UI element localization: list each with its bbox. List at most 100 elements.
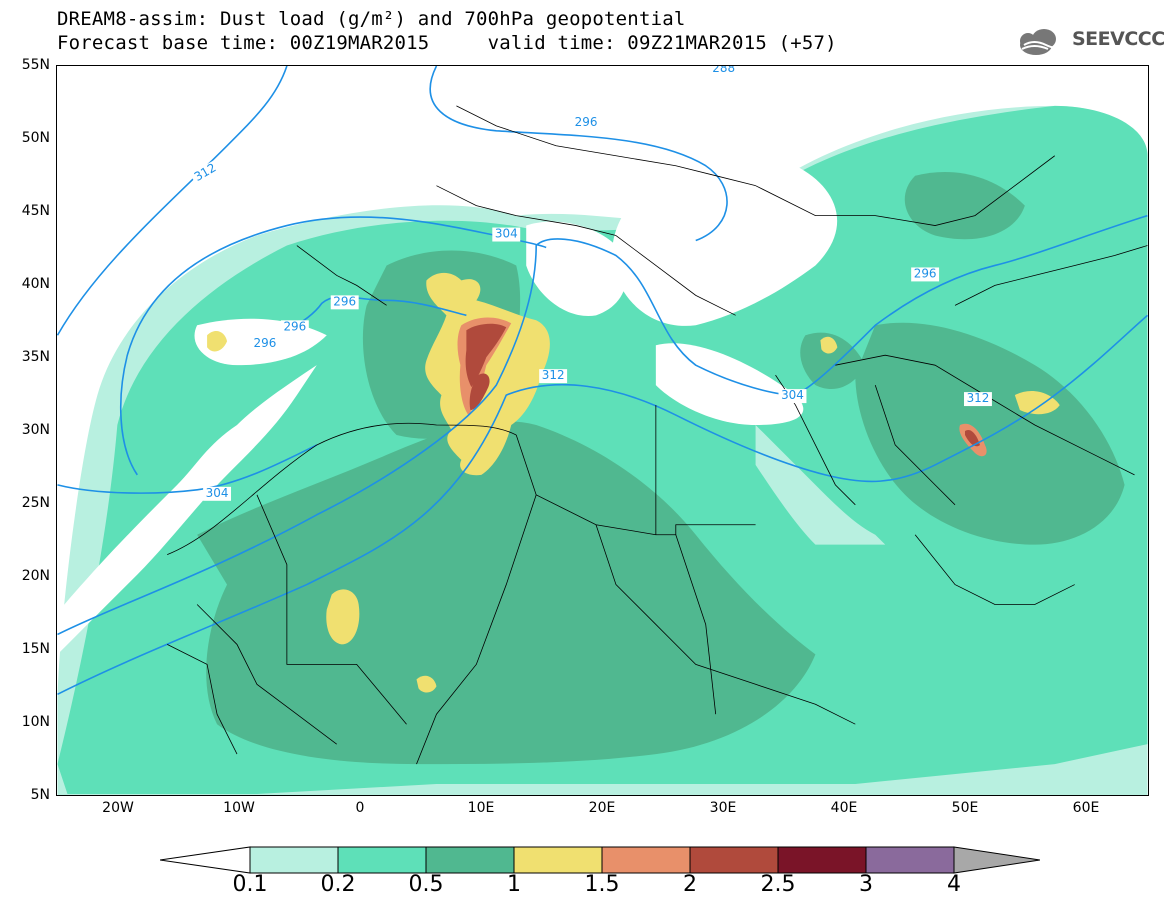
contour-label: 312 bbox=[964, 391, 992, 407]
lat-label: 10N bbox=[21, 714, 50, 730]
legend-over-arrow bbox=[953, 846, 1040, 874]
border-lines bbox=[167, 422, 517, 556]
dust-field-level-1 bbox=[820, 336, 838, 354]
lon-label: 10E bbox=[467, 800, 495, 816]
legend-colorbar bbox=[160, 846, 1040, 874]
border-lines bbox=[615, 235, 736, 316]
legend-swatch bbox=[601, 846, 691, 874]
border-lines bbox=[456, 105, 756, 187]
dust-field-level-0.5 bbox=[904, 171, 1025, 240]
contour-label: 288 bbox=[709, 66, 738, 76]
dust-field-level-2 bbox=[965, 429, 980, 447]
border-lines bbox=[167, 644, 238, 755]
lat-label: 25N bbox=[21, 495, 50, 511]
contour-label: 296 bbox=[911, 266, 940, 282]
lat-label: 40N bbox=[21, 276, 50, 292]
lon-label: 20E bbox=[588, 800, 616, 816]
svg-text:296: 296 bbox=[254, 336, 277, 350]
dust-field-level-1 bbox=[207, 331, 228, 352]
border-lines bbox=[914, 534, 1075, 605]
legend-label: 0.5 bbox=[408, 872, 444, 897]
legend-label: 2.5 bbox=[760, 872, 796, 897]
contour-label: 304 bbox=[203, 486, 232, 501]
svg-text:296: 296 bbox=[914, 266, 937, 280]
contour-label: 304 bbox=[492, 227, 521, 242]
seevccc-logo bbox=[1020, 29, 1065, 55]
legend-label: 4 bbox=[947, 872, 961, 897]
lat-label: 50N bbox=[21, 130, 50, 146]
svg-text:312: 312 bbox=[542, 368, 565, 382]
svg-text:296: 296 bbox=[283, 319, 306, 333]
lat-label: 15N bbox=[21, 641, 50, 657]
geopotential-contour bbox=[57, 314, 1148, 695]
svg-text:312: 312 bbox=[967, 391, 990, 405]
dust-field-level-1 bbox=[425, 272, 550, 476]
dust-field-level-2 bbox=[469, 373, 490, 411]
border-lines bbox=[436, 185, 617, 236]
lat-label: 35N bbox=[21, 349, 50, 365]
lat-label: 30N bbox=[21, 422, 50, 438]
contour-label: 296 bbox=[572, 115, 601, 130]
legend-label: 0.2 bbox=[320, 872, 356, 897]
border-lines bbox=[296, 245, 387, 306]
lat-label: 5N bbox=[30, 787, 50, 803]
lon-label: 40E bbox=[830, 800, 858, 816]
dust-field-level-0.5 bbox=[197, 421, 816, 765]
lat-label: 20N bbox=[21, 568, 50, 584]
lon-label: 10W bbox=[223, 800, 255, 816]
cloud-icon bbox=[1020, 29, 1065, 55]
svg-text:296: 296 bbox=[333, 294, 356, 308]
legend-swatch bbox=[249, 846, 339, 874]
legend-label: 0.1 bbox=[232, 872, 268, 897]
lon-label: 0 bbox=[355, 800, 365, 816]
legend-swatch bbox=[337, 846, 427, 874]
map-title: DREAM8-assim: Dust load (g/m²) and 700hP… bbox=[57, 8, 686, 30]
border-lines bbox=[954, 245, 1148, 306]
lon-label: 60E bbox=[1072, 800, 1100, 816]
contour-label: 296 bbox=[330, 294, 359, 310]
contour-label: 296 bbox=[280, 319, 309, 335]
lat-label: 55N bbox=[21, 57, 50, 73]
legend-label: 2 bbox=[683, 872, 697, 897]
dust-field-level-0.5 bbox=[855, 322, 1125, 545]
dust-field-level-1 bbox=[326, 589, 360, 645]
clear-region bbox=[526, 221, 627, 316]
legend-swatch bbox=[689, 846, 779, 874]
dust-field-level-0.5 bbox=[800, 332, 866, 390]
logo-text: SEEVCCC bbox=[1072, 28, 1165, 50]
svg-text:304: 304 bbox=[206, 486, 229, 500]
legend-under-arrow bbox=[160, 846, 251, 874]
lat-label: 45N bbox=[21, 203, 50, 219]
geopotential-contour bbox=[57, 214, 1148, 636]
legend-swatch bbox=[777, 846, 867, 874]
svg-text:304: 304 bbox=[495, 227, 518, 241]
legend-swatch bbox=[865, 846, 955, 874]
contour-label: 312 bbox=[539, 368, 568, 384]
contour-label: 304 bbox=[778, 388, 807, 404]
geopotential-contour bbox=[429, 66, 728, 242]
legend-swatch bbox=[425, 846, 515, 874]
legend-label: 3 bbox=[859, 872, 873, 897]
lon-label: 20W bbox=[102, 800, 134, 816]
lon-label: 30E bbox=[709, 800, 737, 816]
border-lines bbox=[675, 534, 717, 715]
svg-text:304: 304 bbox=[781, 388, 804, 402]
border-lines bbox=[196, 604, 337, 745]
border-lines bbox=[595, 524, 856, 725]
dust-field-level-2 bbox=[465, 323, 507, 388]
border-lines bbox=[755, 155, 1055, 226]
dust-load-map: 312 296 304 296 296 296 304 312 296 312 … bbox=[56, 65, 1149, 796]
lon-label: 50E bbox=[951, 800, 979, 816]
legend-swatch bbox=[513, 846, 603, 874]
dust-field-level-1 bbox=[1014, 391, 1060, 415]
dust-field-level-1 bbox=[416, 675, 437, 693]
clear-region bbox=[755, 425, 886, 545]
border-lines bbox=[874, 384, 956, 506]
geopotential-contour bbox=[57, 444, 318, 494]
clear-region bbox=[612, 150, 838, 326]
border-lines bbox=[416, 494, 537, 765]
forecast-time-subtitle: Forecast base time: 00Z19MAR2015 valid t… bbox=[57, 32, 837, 54]
legend-label: 1 bbox=[507, 872, 521, 897]
clear-region bbox=[57, 365, 317, 655]
legend-label: 1.5 bbox=[584, 872, 620, 897]
